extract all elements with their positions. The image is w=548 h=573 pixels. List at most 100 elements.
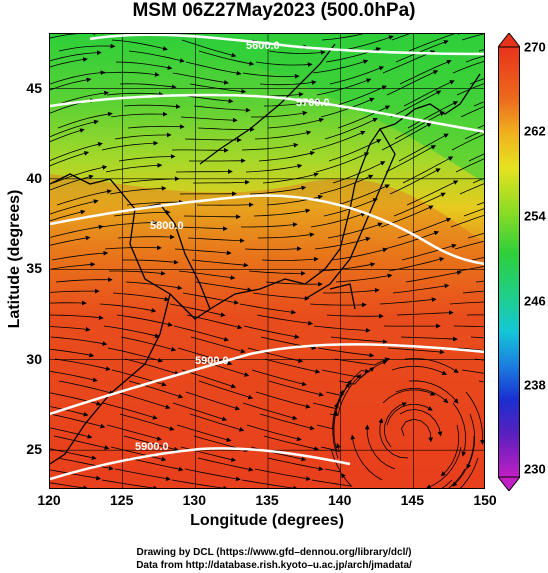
colorbar-tick-230: 230 xyxy=(524,461,546,477)
streamline xyxy=(314,236,371,250)
x-tick-120: 120 xyxy=(37,492,61,508)
wind-streamlines xyxy=(50,34,484,488)
streamline xyxy=(170,226,228,231)
streamline xyxy=(106,424,162,441)
height-contours xyxy=(50,34,484,481)
streamline xyxy=(242,72,300,79)
streamline xyxy=(407,101,459,129)
streamline xyxy=(181,39,237,58)
colorbar-bottom-arrow xyxy=(498,476,520,491)
streamline xyxy=(350,434,383,481)
streamline xyxy=(187,237,245,243)
streamline xyxy=(406,180,459,206)
streamline xyxy=(257,232,315,239)
streamline xyxy=(470,336,484,339)
streamline xyxy=(401,418,434,443)
streamline xyxy=(311,130,366,151)
streamline xyxy=(473,101,484,107)
streamline xyxy=(254,468,311,481)
streamline xyxy=(390,90,442,118)
streamline xyxy=(173,325,229,342)
streamline xyxy=(115,61,173,70)
streamline xyxy=(331,247,388,261)
streamline xyxy=(461,369,484,374)
streamline xyxy=(50,427,93,439)
streamline xyxy=(334,357,390,366)
streamline xyxy=(186,314,243,330)
streamline xyxy=(50,370,98,383)
streamline xyxy=(114,132,172,140)
streamline xyxy=(337,105,391,129)
y-tick-25: 25 xyxy=(26,441,42,457)
contour-label-5900-b: 5900.0 xyxy=(135,441,169,453)
streamline xyxy=(107,347,164,363)
streamline xyxy=(99,303,157,313)
streamline xyxy=(109,270,166,276)
streamline xyxy=(51,250,109,261)
streamline xyxy=(251,110,308,118)
streamline xyxy=(175,169,233,174)
streamline xyxy=(456,83,484,96)
streamline xyxy=(119,83,177,90)
streamline xyxy=(463,208,484,217)
streamline xyxy=(309,302,367,308)
streamline xyxy=(384,230,440,250)
streamline xyxy=(50,406,89,417)
streamline xyxy=(465,391,484,445)
streamline xyxy=(254,130,312,140)
x-tick-135: 135 xyxy=(255,492,279,508)
streamline xyxy=(50,50,102,62)
streamline xyxy=(115,391,171,410)
streamline xyxy=(472,177,484,184)
colorbar-tick-238: 238 xyxy=(524,377,546,393)
streamline xyxy=(255,391,311,409)
streamline xyxy=(102,71,160,77)
streamline xyxy=(440,424,460,477)
streamline xyxy=(50,262,96,270)
streamline xyxy=(261,256,319,262)
streamline xyxy=(50,482,89,488)
contour-label-5800: 5800.0 xyxy=(150,220,184,232)
map-svg: 5600.0 5700.0 5800.0 5900.0 5900.0 xyxy=(50,34,484,488)
y-tick-35: 35 xyxy=(26,260,42,277)
streamline xyxy=(253,208,311,217)
streamline xyxy=(50,288,100,294)
streamline xyxy=(57,111,113,129)
streamline xyxy=(460,106,484,118)
streamline xyxy=(103,325,160,339)
streamline xyxy=(401,243,457,261)
credit-data: Data from http://database.rish.kyoto–u.a… xyxy=(136,560,412,571)
streamline xyxy=(321,34,364,41)
streamline xyxy=(184,468,241,482)
streamline xyxy=(320,410,338,451)
streamline xyxy=(178,270,236,280)
streamline xyxy=(245,163,303,173)
streamline xyxy=(50,128,85,143)
streamline xyxy=(193,105,251,113)
streamline xyxy=(403,80,455,107)
streamline xyxy=(50,77,92,91)
streamline xyxy=(197,457,254,472)
streamline xyxy=(191,259,249,268)
streamline xyxy=(450,214,484,228)
streamline xyxy=(112,292,170,302)
streamline xyxy=(441,479,453,488)
colorbar-tick-270: 270 xyxy=(524,39,546,55)
colorbar-tick-254: 254 xyxy=(524,208,546,224)
streamline xyxy=(50,151,90,167)
streamline xyxy=(461,34,484,41)
y-tick-40: 40 xyxy=(26,170,42,186)
streamline xyxy=(324,118,378,140)
x-tick-125: 125 xyxy=(110,492,134,508)
cool-zone xyxy=(170,34,484,183)
streamline xyxy=(56,189,112,206)
map-plot-area: 5600.0 5700.0 5800.0 5900.0 5900.0 xyxy=(49,33,485,489)
streamline xyxy=(180,116,238,123)
streamline xyxy=(400,336,458,342)
x-tick-145: 145 xyxy=(400,492,424,508)
streamline xyxy=(184,137,242,143)
streamline xyxy=(50,142,103,162)
streamline xyxy=(315,152,370,173)
contour-label-5900-a: 5900.0 xyxy=(195,355,229,367)
streamline xyxy=(50,57,88,68)
